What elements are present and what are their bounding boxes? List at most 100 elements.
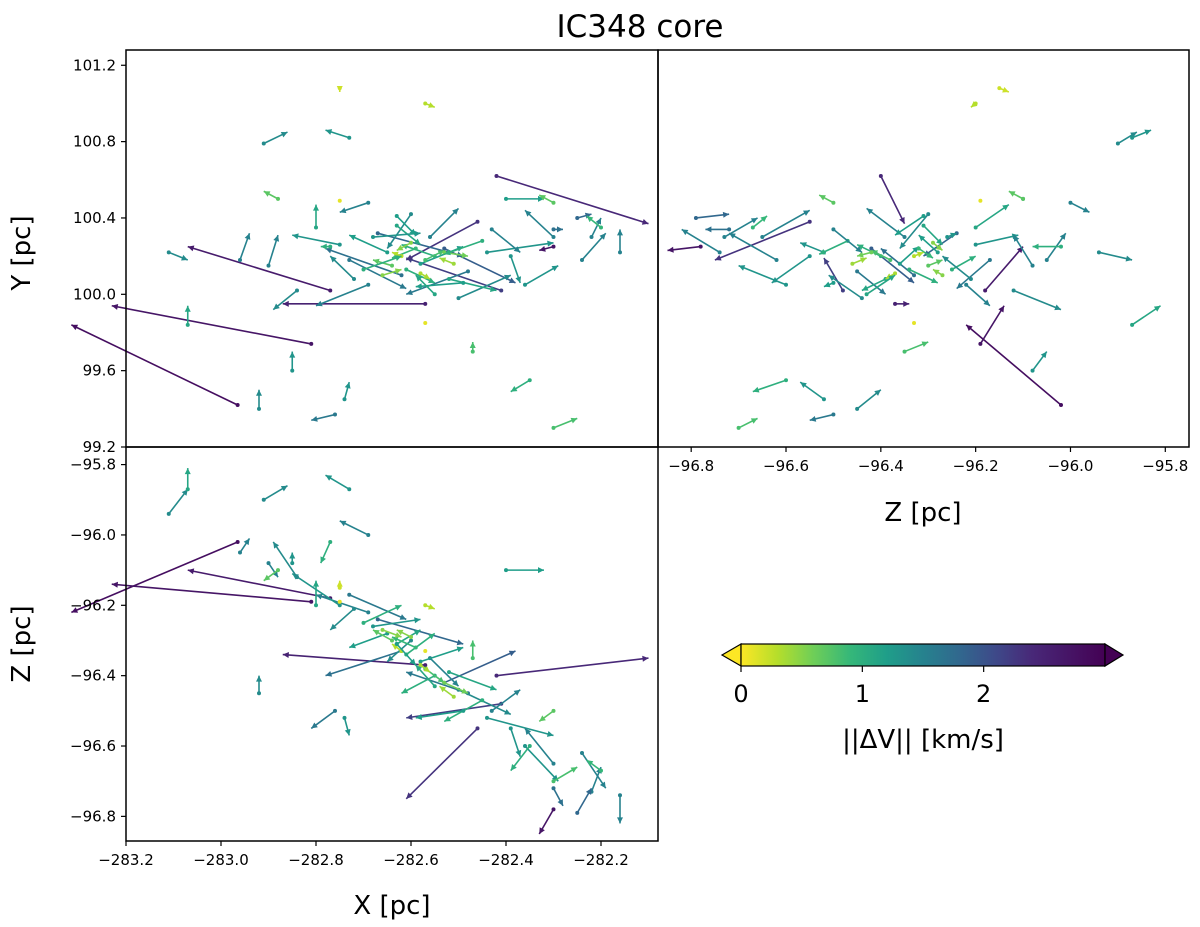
vector-shaft xyxy=(723,217,758,238)
x-tick-label: −282.6 xyxy=(383,851,439,869)
vector-shaft xyxy=(761,209,811,238)
vector-head xyxy=(551,265,559,272)
vector-head xyxy=(452,208,459,215)
vector-arrow xyxy=(1012,234,1035,268)
vector-shaft xyxy=(832,228,863,253)
vector-head xyxy=(339,207,347,214)
vector-head xyxy=(387,241,394,249)
colorbar: 0 1 2 ||ΔV|| [km/s] xyxy=(720,642,1125,755)
vector-arrow xyxy=(71,539,240,614)
vector-arrow xyxy=(456,274,512,301)
vector-head xyxy=(855,246,862,253)
vector-arrow xyxy=(263,568,280,582)
vector-head xyxy=(282,652,289,658)
vector-arrow xyxy=(342,381,351,402)
vector-head xyxy=(866,208,874,215)
vector-arrow xyxy=(184,468,191,492)
vector-shaft xyxy=(401,674,436,694)
vector-head xyxy=(921,341,929,348)
vector-arrow xyxy=(850,257,867,266)
vector-head xyxy=(282,300,289,307)
vector-head xyxy=(280,131,288,138)
vector-head xyxy=(330,623,337,630)
vector-shaft xyxy=(429,207,460,238)
vector-head xyxy=(428,277,435,284)
vector-shaft xyxy=(941,255,972,280)
vector-shaft xyxy=(348,259,407,290)
vector-head xyxy=(181,254,188,261)
vector-head xyxy=(349,642,356,649)
vector-head xyxy=(538,195,544,202)
vector-arrow xyxy=(930,240,943,252)
vector-head xyxy=(111,581,118,588)
vector-shaft xyxy=(524,727,555,765)
vector-head xyxy=(539,245,546,252)
vector-head xyxy=(244,233,251,240)
vector-head xyxy=(392,636,399,643)
vector-arrow xyxy=(855,389,882,411)
vector-arrow xyxy=(736,417,758,430)
vector-head xyxy=(539,715,546,722)
y-tick-label: 100.4 xyxy=(73,209,116,227)
vector-shaft xyxy=(292,234,340,246)
vector-head xyxy=(394,255,402,261)
vector-arrow xyxy=(818,238,850,255)
vector-arrow xyxy=(551,417,578,430)
vector-head xyxy=(966,324,973,332)
vector-arrow xyxy=(714,219,812,261)
vector-arrow xyxy=(313,204,319,230)
y-tick-label: 99.2 xyxy=(83,438,116,456)
vector-head xyxy=(599,781,606,789)
star-point xyxy=(337,599,342,604)
vector-head xyxy=(510,385,518,392)
vector-arrow xyxy=(71,324,240,408)
vector-head xyxy=(823,258,830,265)
vector-head xyxy=(1130,132,1137,138)
vector-head xyxy=(538,567,544,574)
vector-arrow xyxy=(551,786,564,807)
vector-head xyxy=(641,219,649,225)
vector-arrow xyxy=(809,412,836,422)
vector-head xyxy=(320,556,326,564)
vector-shaft xyxy=(984,246,1024,292)
x-tick-label: −282.8 xyxy=(288,851,344,869)
vector-shaft xyxy=(386,213,412,249)
vector-head xyxy=(515,749,522,757)
vector-head xyxy=(750,418,758,424)
vector-shaft xyxy=(272,541,298,578)
vector-arrow xyxy=(866,207,907,240)
vector-head xyxy=(513,246,521,253)
vector-head xyxy=(515,276,522,283)
vector-arrow xyxy=(329,255,356,282)
vector-head xyxy=(557,799,563,806)
vector-head xyxy=(557,226,563,233)
vector-shaft xyxy=(420,646,464,663)
vector-head xyxy=(926,252,933,259)
vector-shaft xyxy=(975,203,1010,229)
vector-arrow xyxy=(1130,305,1161,327)
vector-arrow xyxy=(864,274,896,297)
vector-head xyxy=(570,417,578,424)
vector-arrow xyxy=(617,793,623,824)
vector-head xyxy=(998,305,1005,313)
vector-arrow xyxy=(1011,288,1062,311)
vector-head xyxy=(525,728,532,735)
vector-arrow xyxy=(313,580,319,608)
vector-head xyxy=(243,538,250,546)
vector-arrow xyxy=(415,708,466,720)
vector-head xyxy=(320,243,327,250)
vector-arrow xyxy=(320,243,333,250)
vector-arrow xyxy=(1008,190,1026,201)
vector-arrow xyxy=(405,269,470,296)
vector-arrow xyxy=(361,255,402,272)
panel-zy-xlabel: Z [pc] xyxy=(884,498,961,528)
vector-shaft xyxy=(728,232,777,261)
vector-shaft xyxy=(363,604,402,624)
vector-shaft xyxy=(491,228,521,253)
vector-head xyxy=(428,633,435,640)
vector-head xyxy=(316,300,323,307)
vector-arrow xyxy=(238,232,251,262)
vector-head xyxy=(406,289,413,296)
panel-xz-xlabel: X [pc] xyxy=(353,891,430,921)
vector-shaft xyxy=(282,653,426,666)
